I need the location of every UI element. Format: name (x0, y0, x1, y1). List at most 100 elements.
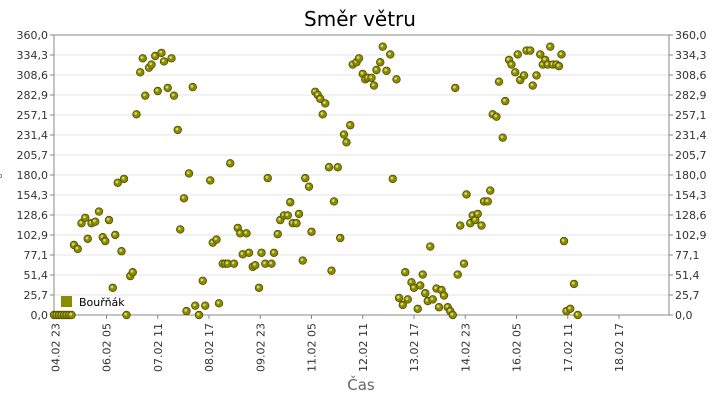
y-tick-label: 308,6 (17, 69, 49, 82)
y-tick-label: 360,0 (17, 29, 49, 42)
y-tick-label: 257,1 (17, 109, 49, 122)
data-point-highlight (445, 305, 449, 308)
chart-title: Směr větru (304, 7, 416, 31)
data-point-highlight (559, 52, 563, 56)
data-point-highlight (500, 135, 504, 139)
y-axis-title: ° (0, 173, 12, 180)
data-point-highlight (441, 293, 445, 297)
data-point-highlight (113, 232, 116, 236)
y-tick-label-right: 231,4 (675, 129, 707, 142)
data-point-highlight (430, 297, 434, 301)
data-point-highlight (415, 306, 419, 310)
data-point-highlight (200, 278, 204, 282)
data-point-highlight (149, 62, 153, 66)
x-tick-label: 17.02 11 (562, 323, 575, 372)
data-point-highlight (244, 231, 248, 234)
data-point-highlight (103, 238, 106, 242)
data-point-highlight (371, 83, 375, 87)
data-point-highlight (425, 298, 429, 302)
data-point-highlight (130, 270, 134, 273)
data-point-highlight (318, 96, 321, 100)
data-point-highlight (496, 79, 500, 83)
data-point-highlight (409, 280, 413, 283)
x-tick-label: 18.02 17 (613, 323, 626, 372)
data-point-highlight (518, 77, 521, 81)
data-point-highlight (214, 237, 218, 241)
data-point-highlight (278, 217, 281, 221)
data-point-highlight (169, 56, 173, 59)
data-point-highlight (360, 71, 364, 75)
data-point-highlight (348, 123, 351, 126)
data-point-highlight (521, 73, 525, 77)
data-point-highlight (494, 114, 498, 118)
data-point-highlight (184, 308, 188, 312)
data-point-highlight (288, 200, 291, 203)
data-point-highlight (300, 258, 304, 262)
data-point-highlight (326, 165, 330, 168)
y-tick-label-right: 25,7 (675, 289, 700, 302)
y-tick-label-right: 360,0 (675, 29, 707, 42)
data-point-highlight (453, 85, 456, 89)
data-point-highlight (110, 285, 114, 289)
data-point-highlight (543, 57, 546, 61)
data-point-highlight (571, 281, 575, 285)
data-point-highlight (143, 93, 146, 97)
data-point-highlight (100, 235, 104, 238)
data-point-highlight (369, 75, 373, 79)
data-point-highlight (335, 165, 339, 168)
y-axis-right: 0,0 25,7 51,4 77,1 102,9 128,6 154,3 180,0 205,7… (669, 29, 707, 322)
data-point-highlight (306, 184, 310, 188)
data-point-highlight (153, 53, 156, 57)
data-point-highlight (203, 303, 206, 307)
data-point-highlight (208, 178, 211, 182)
y-tick-label-right: 51,4 (675, 269, 700, 282)
data-point-highlight (171, 93, 175, 97)
data-point-highlight (331, 199, 335, 203)
data-point-highlight (436, 305, 440, 308)
y-tick-label: 282,9 (17, 89, 49, 102)
data-point-highlight (228, 161, 231, 164)
data-point-highlight (470, 213, 474, 217)
data-point-highlight (69, 312, 73, 316)
data-point-highlight (240, 252, 244, 255)
x-tick-label: 08.02 17 (203, 323, 216, 372)
data-point-highlight (475, 211, 479, 215)
data-point-highlight (106, 217, 110, 221)
y-tick-label-right: 282,9 (675, 89, 707, 102)
data-point-highlight (403, 270, 406, 273)
data-point-highlight (246, 250, 250, 254)
legend: Bouřňák (61, 296, 125, 309)
x-tick-label: 07.02 11 (152, 323, 165, 372)
data-point-highlight (548, 44, 551, 48)
data-point-highlight (428, 244, 431, 248)
data-point-highlight (374, 67, 378, 71)
data-point-highlight (411, 285, 415, 289)
y-axis-left: 0,0 25,7 51,4 77,1 102,9 128,6 154,3 180,0 205,7… (17, 29, 54, 322)
data-point-highlight (285, 213, 289, 217)
data-point-highlight (568, 306, 571, 310)
data-point-highlight (309, 229, 313, 233)
y-tick-label: 77,1 (24, 249, 49, 262)
data-point-highlight (186, 171, 190, 175)
data-point-highlight (175, 127, 179, 131)
data-point-highlight (464, 192, 468, 196)
y-tick-label: 205,7 (17, 149, 49, 162)
data-point-highlight (394, 77, 398, 80)
data-point-highlight (329, 268, 333, 272)
data-point-highlight (575, 312, 579, 316)
y-tick-label: 102,9 (17, 229, 49, 242)
data-point-highlight (448, 308, 451, 312)
data-point-highlight (434, 286, 438, 290)
y-tick-label-right: 154,3 (675, 189, 707, 202)
x-tick-label: 13.02 17 (408, 323, 421, 372)
data-point-highlight (439, 287, 443, 291)
x-tick-label: 11.02 05 (306, 323, 319, 372)
data-point-highlight (396, 295, 400, 299)
data-point-highlight (556, 63, 560, 67)
data-point-highlight (341, 132, 345, 136)
data-point-highlight (420, 272, 424, 276)
data-point-highlight (71, 242, 75, 246)
y-tick-label-right: 0,0 (675, 309, 693, 322)
data-point-highlight (225, 261, 229, 265)
